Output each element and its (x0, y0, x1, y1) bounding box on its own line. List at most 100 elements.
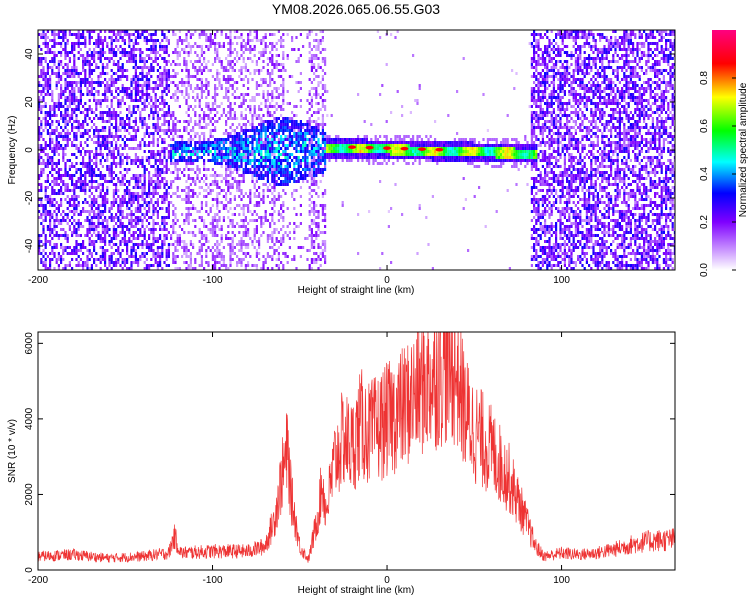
heat-cell (200, 90, 203, 93)
heat-cell (60, 30, 63, 33)
heat-cell (137, 192, 140, 195)
heat-cell (295, 162, 298, 165)
heat-cell (46, 210, 49, 213)
heat-cell (156, 177, 159, 180)
heat-cell (269, 162, 272, 165)
heat-cell (236, 147, 239, 150)
heat-cell (255, 150, 258, 153)
heat-cell (88, 204, 91, 207)
heat-cell (275, 60, 278, 63)
heat-cell (123, 225, 126, 228)
heat-cell (132, 249, 135, 252)
heat-cell (207, 60, 210, 63)
heat-cell (95, 201, 98, 204)
heat-cell (115, 261, 118, 264)
heat-cell (143, 75, 146, 78)
heat-cell (82, 30, 85, 33)
heat-cell (244, 234, 247, 237)
heat-cell (90, 168, 93, 171)
heat-cell (198, 126, 201, 129)
heat-cell (238, 213, 241, 216)
heat-cell (249, 30, 252, 33)
heat-cell (104, 225, 107, 228)
heat-cell (79, 135, 82, 138)
heat-cell (119, 207, 122, 210)
heat-cell (271, 192, 274, 195)
heat-cell (282, 108, 285, 111)
heat-cell (134, 96, 137, 99)
heat-cell (310, 48, 313, 51)
heat-cell (238, 258, 241, 261)
heat-cell (277, 63, 280, 66)
heat-cell (236, 243, 239, 246)
heat-cell (40, 75, 43, 78)
heat-cell (62, 150, 65, 153)
heat-cell (253, 96, 256, 99)
heat-cell (110, 84, 113, 87)
heat-cell (130, 249, 133, 252)
heat-cell (110, 114, 113, 117)
heat-cell (64, 30, 67, 33)
heat-cell (86, 144, 89, 147)
heat-cell (121, 240, 124, 243)
heat-cell (253, 228, 256, 231)
heat-cell (106, 168, 109, 171)
heat-cell (49, 141, 52, 144)
heat-cell (156, 174, 159, 177)
heat-cell (198, 252, 201, 255)
heat-cell (163, 120, 166, 123)
heat-cell (231, 246, 234, 249)
heat-cell (255, 87, 258, 90)
heat-cell (66, 174, 69, 177)
heat-cell (167, 39, 170, 42)
heat-cell (112, 177, 115, 180)
heat-cell (271, 234, 274, 237)
heat-cell (121, 159, 124, 162)
heat-cell (49, 171, 52, 174)
heat-cell (38, 102, 41, 105)
heat-cell (68, 57, 71, 60)
heat-cell (229, 132, 232, 135)
heat-cell (112, 192, 115, 195)
heat-cell (51, 198, 54, 201)
heat-cell (97, 153, 100, 156)
heat-cell (79, 87, 82, 90)
heat-cell (225, 147, 228, 150)
heat-cell (200, 246, 203, 249)
heat-cell (64, 165, 67, 168)
heat-cell (112, 162, 115, 165)
heat-cell (214, 90, 217, 93)
heat-cell (152, 45, 155, 48)
heat-cell (101, 177, 104, 180)
heat-cell (75, 69, 78, 72)
heat-cell (253, 135, 256, 138)
heat-cell (97, 186, 100, 189)
heat-cell (86, 123, 89, 126)
heat-cell (137, 33, 140, 36)
heat-cell (203, 138, 206, 141)
heat-cell (97, 174, 100, 177)
heat-cell (64, 168, 67, 171)
heat-cell (106, 81, 109, 84)
heat-cell (119, 231, 122, 234)
heat-cell (310, 261, 313, 264)
heat-cell (165, 36, 168, 39)
heat-cell (154, 129, 157, 132)
heat-cell (134, 105, 137, 108)
heat-cell (242, 222, 245, 225)
heat-cell (310, 138, 313, 141)
heat-cell (165, 252, 168, 255)
heat-cell (148, 33, 151, 36)
heat-cell (183, 240, 186, 243)
heat-cell (205, 210, 208, 213)
heat-cell (253, 183, 256, 186)
heat-cell (44, 264, 47, 267)
heat-cell (214, 84, 217, 87)
heat-cell (207, 228, 210, 231)
heat-cell (75, 252, 78, 255)
heat-cell (242, 132, 245, 135)
heat-cell (174, 117, 177, 120)
heat-cell (106, 147, 109, 150)
heat-cell (88, 165, 91, 168)
heat-cell (40, 198, 43, 201)
